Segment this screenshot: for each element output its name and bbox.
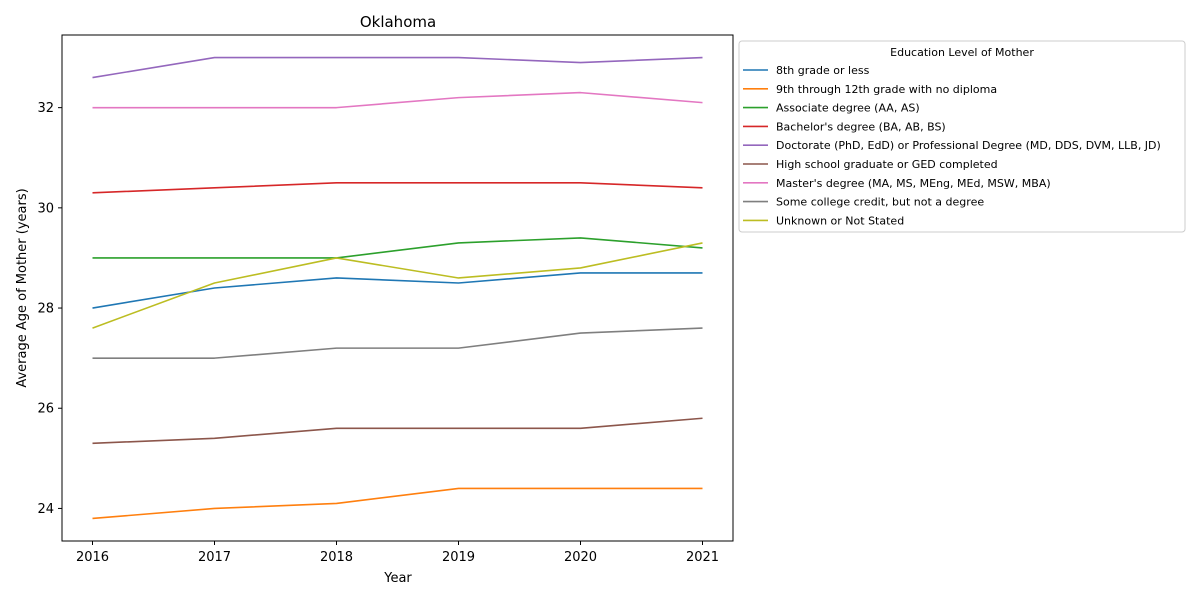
x-tick-label: 2019 — [442, 550, 475, 565]
y-tick-label: 32 — [37, 101, 54, 116]
x-tick-label: 2016 — [76, 550, 109, 565]
series-line-2 — [92, 237, 703, 259]
series-lines — [92, 56, 703, 520]
y-tick-label: 28 — [37, 302, 54, 317]
legend-label: Doctorate (PhD, EdD) or Professional Deg… — [776, 139, 1161, 152]
x-axis-label: Year — [383, 571, 412, 586]
series-line-1 — [92, 487, 703, 520]
legend-label: Master's degree (MA, MS, MEng, MEd, MSW,… — [776, 177, 1051, 190]
legend-label: 9th through 12th grade with no diploma — [776, 83, 997, 96]
series-line-8 — [92, 242, 703, 329]
series-line-4 — [92, 56, 703, 79]
y-axis: 24 26 28 30 32 — [37, 101, 62, 517]
x-tick-label: 2018 — [320, 550, 353, 565]
legend-label: High school graduate or GED completed — [776, 158, 998, 171]
legend-label: Some college credit, but not a degree — [776, 196, 984, 209]
series-line-5 — [92, 417, 703, 445]
y-axis-label: Average Age of Mother (years) — [15, 188, 30, 387]
x-tick-label: 2021 — [686, 550, 719, 565]
legend-title: Education Level of Mother — [890, 46, 1034, 59]
y-tick-label: 30 — [37, 201, 54, 216]
legend-label: Bachelor's degree (BA, AB, BS) — [776, 120, 946, 133]
legend-label: Associate degree (AA, AS) — [776, 102, 920, 115]
legend-label: Unknown or Not Stated — [776, 214, 904, 227]
legend-box — [738, 40, 1186, 233]
legend: Education Level of Mother 8th grade or l… — [738, 40, 1186, 233]
x-axis: 2016 2017 2018 2019 2020 2021 — [76, 541, 719, 565]
y-tick-label: 24 — [37, 502, 54, 517]
series-line-3 — [92, 181, 703, 194]
legend-items: 8th grade or less 9th through 12th grade … — [743, 64, 1161, 227]
x-tick-label: 2020 — [564, 550, 597, 565]
chart-title: Oklahoma — [360, 13, 436, 31]
plot-area-frame — [61, 34, 734, 542]
y-tick-label: 26 — [37, 402, 54, 417]
series-line-7 — [92, 327, 703, 359]
series-line-6 — [92, 91, 703, 109]
x-tick-label: 2017 — [198, 550, 231, 565]
legend-label: 8th grade or less — [776, 64, 870, 77]
